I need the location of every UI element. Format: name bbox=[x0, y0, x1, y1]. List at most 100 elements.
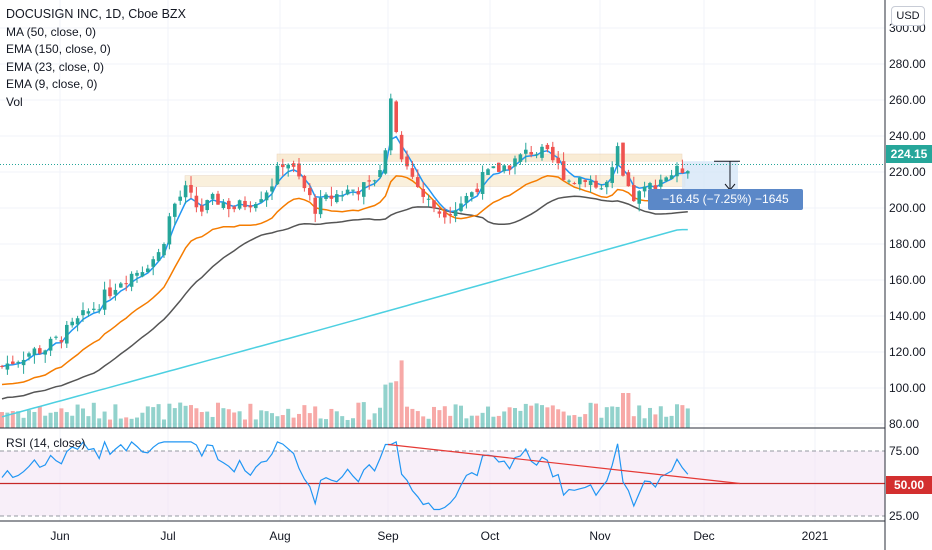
volume-bar bbox=[523, 403, 528, 428]
volume-bar bbox=[172, 408, 177, 428]
volume-bar bbox=[237, 411, 242, 428]
candle-body bbox=[648, 183, 652, 190]
candle-body bbox=[286, 164, 290, 169]
volume-bar bbox=[464, 418, 469, 428]
volume-bar bbox=[475, 415, 480, 428]
volume-bar bbox=[399, 360, 404, 428]
candle-body bbox=[459, 203, 463, 212]
candle-body bbox=[675, 165, 679, 177]
candle-body bbox=[588, 180, 593, 186]
price-tick-label: 160.00 bbox=[889, 273, 926, 287]
symbol-title[interactable]: DOCUSIGN INC, 1D, Cboe BZX bbox=[6, 7, 186, 21]
volume-bar bbox=[648, 407, 652, 428]
volume-bar bbox=[291, 417, 296, 428]
rsi-legend[interactable]: RSI (14, close) bbox=[6, 436, 86, 450]
volume-bar bbox=[43, 415, 48, 428]
candle-body bbox=[38, 348, 42, 354]
indicator-volume[interactable]: Vol bbox=[6, 94, 23, 109]
candle-body bbox=[140, 272, 145, 277]
candle-body bbox=[183, 185, 188, 198]
volume-bar bbox=[48, 412, 53, 428]
candle-body bbox=[129, 273, 134, 287]
moving-averages bbox=[1, 135, 688, 418]
volume-bar bbox=[16, 411, 21, 428]
measure-area bbox=[682, 161, 738, 190]
measure-tool[interactable] bbox=[682, 160, 740, 191]
price-axis[interactable]: 80.00 100.00 120.00 140.00 160.00 180.00 200.0… bbox=[889, 21, 926, 431]
indicator-ma50[interactable]: MA (50, close, 0) bbox=[6, 24, 97, 39]
volume-bar bbox=[518, 410, 523, 428]
volume-bar bbox=[502, 411, 507, 428]
volume-bar bbox=[415, 411, 420, 428]
volume-bar bbox=[550, 405, 555, 428]
volume-bar bbox=[27, 410, 31, 428]
rsi-axis[interactable]: 75.00 25.00 bbox=[889, 444, 919, 523]
volume-bars bbox=[0, 360, 690, 428]
candle-body bbox=[5, 363, 10, 370]
time-tick-label: Jun bbox=[50, 529, 69, 543]
last-price-tag: 224.15 bbox=[886, 145, 932, 163]
volume-bar bbox=[216, 402, 220, 428]
candle-body bbox=[356, 191, 361, 195]
volume-bar bbox=[194, 408, 199, 428]
indicator-ema9[interactable]: EMA (9, close, 0) bbox=[6, 77, 98, 91]
candle-body bbox=[205, 200, 209, 211]
candle-body bbox=[11, 361, 15, 364]
volume-bar bbox=[102, 411, 107, 428]
volume-bar bbox=[491, 416, 496, 428]
volume-bar bbox=[367, 419, 372, 428]
currency-button[interactable]: USD bbox=[891, 6, 925, 26]
candle-body bbox=[156, 252, 161, 261]
indicator-ema23[interactable]: EMA (23, close, 0) bbox=[6, 59, 105, 74]
volume-bar bbox=[378, 407, 382, 428]
time-tick-label: Dec bbox=[693, 529, 714, 543]
volume-bar bbox=[556, 409, 561, 428]
volume-bar bbox=[178, 402, 183, 428]
volume-bar bbox=[507, 407, 512, 428]
volume-bar bbox=[561, 411, 566, 428]
volume-bar bbox=[21, 417, 26, 428]
volume-bar bbox=[70, 415, 75, 428]
candle-body bbox=[281, 164, 285, 168]
candle-body bbox=[394, 101, 398, 133]
candle-body bbox=[210, 193, 215, 199]
candle-body bbox=[318, 197, 323, 215]
volume-bar bbox=[75, 404, 80, 428]
volume-bar bbox=[459, 405, 463, 428]
rsi-tick-label: 25.00 bbox=[889, 509, 919, 523]
volume-bar bbox=[432, 406, 436, 428]
candle-body bbox=[432, 200, 436, 209]
volume-bar bbox=[221, 408, 226, 428]
volume-bar bbox=[513, 408, 517, 428]
volume-bar bbox=[658, 406, 663, 428]
volume-bar bbox=[302, 405, 307, 428]
volume-bar bbox=[129, 418, 134, 428]
candle-body bbox=[497, 162, 501, 172]
candle-body bbox=[491, 166, 496, 169]
candle-body bbox=[324, 194, 328, 199]
indicator-ema150[interactable]: EMA (150, close, 0) bbox=[6, 42, 111, 56]
candle-body bbox=[313, 197, 317, 214]
volume-bar bbox=[583, 414, 588, 428]
candle-body bbox=[254, 204, 258, 209]
volume-bar bbox=[421, 416, 426, 428]
candle-body bbox=[108, 287, 112, 297]
candle-body bbox=[308, 187, 312, 196]
measure-label[interactable]: −16.45 (−7.25%) −1645 bbox=[648, 189, 803, 210]
candle-body bbox=[659, 179, 663, 187]
volume-bar bbox=[5, 412, 10, 428]
time-tick-label: Jul bbox=[160, 529, 175, 543]
candle-body bbox=[399, 134, 404, 160]
volume-bar bbox=[183, 405, 188, 428]
rsi-trendline[interactable] bbox=[387, 443, 741, 485]
volume-bar bbox=[205, 411, 210, 428]
volume-bar bbox=[410, 408, 415, 428]
volume-bar bbox=[361, 402, 366, 428]
candle-body bbox=[437, 211, 442, 214]
ema23-line bbox=[1, 175, 688, 386]
candle-body bbox=[567, 180, 571, 182]
time-axis[interactable]: Jun Jul Aug Sep Oct Nov Dec 2021 bbox=[50, 529, 828, 543]
candle-body bbox=[151, 259, 155, 267]
candle-body bbox=[119, 283, 123, 288]
